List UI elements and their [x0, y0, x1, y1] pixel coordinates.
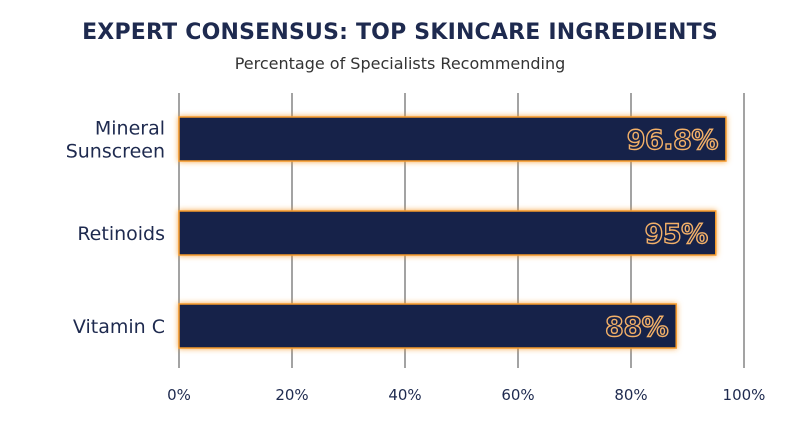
- bar: [178, 303, 677, 349]
- category-label: Vitamin C: [73, 316, 165, 338]
- chart-subtitle: Percentage of Specialists Recommending: [234, 54, 566, 73]
- category-label: Mineral: [95, 118, 165, 140]
- bar: [178, 116, 727, 162]
- x-tick-label: 100%: [723, 386, 766, 404]
- x-tick-label: 40%: [388, 386, 421, 404]
- category-label: Sunscreen: [66, 141, 165, 163]
- category-label: Retinoids: [77, 223, 165, 245]
- chart-title: EXPERT CONSENSUS: TOP SKINCARE INGREDIEN…: [82, 20, 718, 45]
- x-tick-label: 60%: [501, 386, 534, 404]
- x-tick-label: 80%: [614, 386, 647, 404]
- value-label: 96.8%: [627, 125, 719, 156]
- x-tick-label: 20%: [275, 386, 308, 404]
- value-label: 88%: [605, 312, 669, 343]
- value-label: 95%: [645, 219, 709, 250]
- bar: [178, 210, 717, 256]
- bars: [178, 116, 727, 349]
- x-tick-label: 0%: [167, 386, 191, 404]
